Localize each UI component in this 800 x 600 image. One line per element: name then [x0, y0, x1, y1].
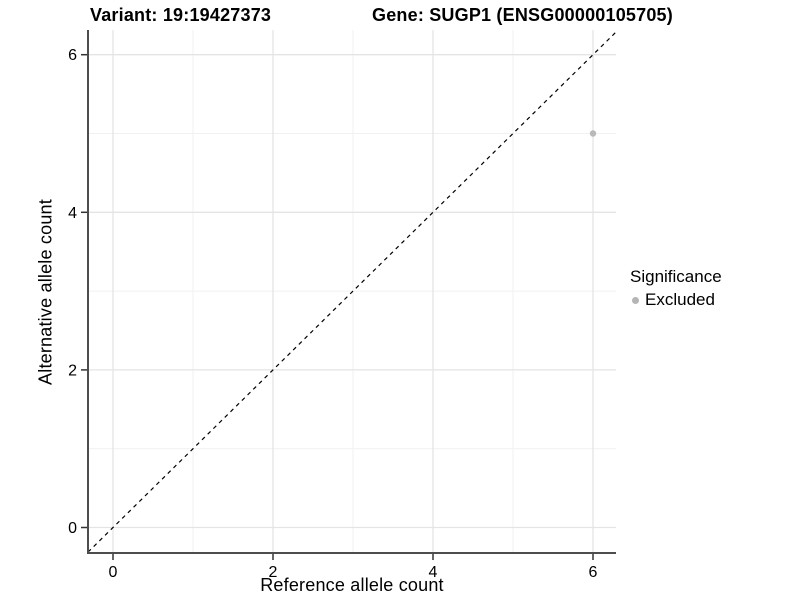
- legend-key: [630, 295, 640, 305]
- x-tick-label: 2: [269, 564, 278, 581]
- x-tick-label: 6: [589, 564, 598, 581]
- x-axis-title: Reference allele count: [260, 575, 444, 595]
- legend-item-excluded: Excluded: [630, 290, 800, 310]
- x-tick-label: 4: [429, 564, 438, 581]
- y-axis-title: Alternative allele count: [35, 199, 56, 385]
- y-tick-label: 0: [68, 520, 77, 537]
- x-tick-label: 0: [109, 564, 118, 581]
- legend: Significance Excluded: [630, 267, 800, 310]
- y-tick-label: 4: [68, 205, 77, 222]
- plot-title-gene: Gene: SUGP1 (ENSG00000105705): [372, 5, 673, 25]
- legend-title: Significance: [630, 267, 722, 286]
- plot-title-variant: Variant: 19:19427373: [90, 5, 272, 25]
- data-point: [589, 130, 597, 137]
- excluded-point-icon: [631, 296, 639, 304]
- y-tick-label: 2: [68, 362, 77, 379]
- identity-dashed-line: [87, 31, 617, 553]
- legend-item-label: Excluded: [645, 290, 715, 309]
- y-tick-label: 6: [68, 47, 77, 64]
